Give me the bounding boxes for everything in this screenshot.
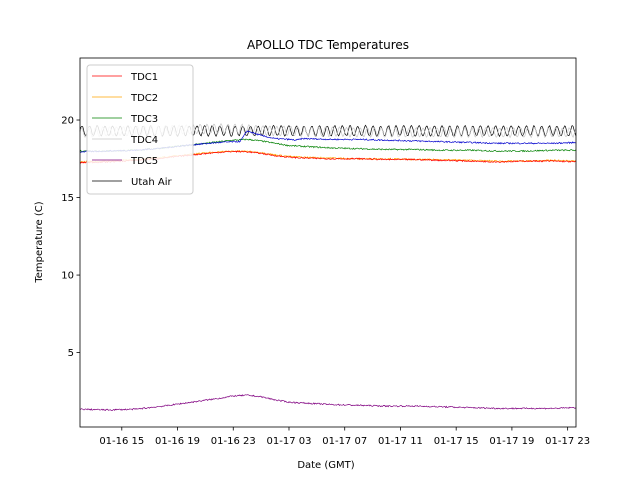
x-tick-label: 01-17 23 bbox=[545, 436, 590, 447]
y-tick-label: 15 bbox=[61, 193, 74, 204]
legend: TDC1 TDC2 TDC3 TDC4 TDC5 Utah Air bbox=[86, 64, 194, 195]
legend-label-tdc5: TDC5 bbox=[130, 156, 158, 167]
legend-label-tdc1: TDC1 bbox=[130, 72, 158, 83]
x-tick-label: 01-16 15 bbox=[99, 436, 144, 447]
ticks-layer: 5 10 15 20 01-16 15 01-16 19 01-16 23 01-17 03 0… bbox=[61, 116, 590, 447]
y-tick-label: 5 bbox=[68, 348, 74, 359]
x-tick-label: 01-16 19 bbox=[155, 436, 200, 447]
x-axis-label: Date (GMT) bbox=[297, 460, 354, 471]
x-tick-label: 01-17 15 bbox=[434, 436, 479, 447]
legend-label-tdc3: TDC3 bbox=[130, 114, 158, 125]
x-tick-label: 01-17 19 bbox=[489, 436, 534, 447]
x-tick-label: 01-16 23 bbox=[211, 436, 256, 447]
legend-box bbox=[86, 64, 194, 195]
x-tick-label: 01-17 11 bbox=[378, 436, 423, 447]
legend-label-utah-air: Utah Air bbox=[131, 177, 173, 188]
y-tick-label: 10 bbox=[61, 271, 74, 282]
y-axis-label: Temperature (C) bbox=[34, 201, 45, 283]
legend-entries: TDC1 TDC2 TDC3 TDC4 TDC5 Utah Air bbox=[92, 72, 173, 188]
x-tick-label: 01-17 07 bbox=[322, 436, 367, 447]
y-tick-label: 20 bbox=[61, 116, 74, 127]
legend-label-tdc4: TDC4 bbox=[130, 135, 158, 146]
series-line-tdc5 bbox=[79, 394, 577, 412]
legend-label-tdc2: TDC2 bbox=[130, 93, 158, 104]
axes-frame bbox=[79, 57, 577, 428]
x-tick-label: 01-17 03 bbox=[267, 436, 312, 447]
chart-title: APOLLO TDC Temperatures bbox=[247, 38, 409, 52]
